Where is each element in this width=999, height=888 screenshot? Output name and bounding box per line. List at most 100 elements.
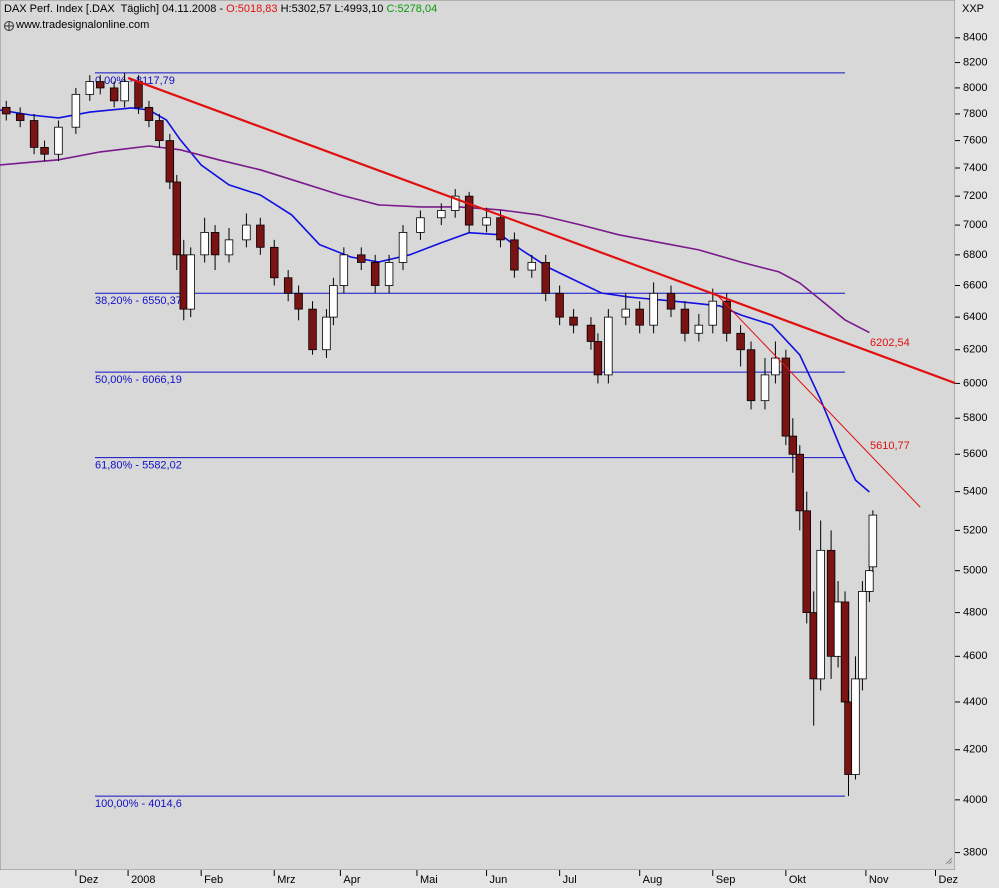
candle-body [649, 292, 658, 326]
candle-body [569, 316, 578, 326]
y-tick-label: 4800 [963, 607, 987, 619]
candle-body [722, 300, 731, 334]
moving-average [0, 107, 870, 493]
candle-body [256, 224, 265, 248]
fib-label: 61,80% - 5582,02 [95, 459, 182, 471]
source: www.tradesignalonline.com [16, 19, 150, 31]
y-tick-label: 7000 [963, 219, 987, 231]
candle-body [357, 254, 366, 263]
candle-body [294, 292, 303, 310]
y-tick-label: 7800 [963, 108, 987, 120]
x-tick-label: Aug [643, 874, 663, 886]
candle-body [54, 126, 63, 155]
candle-body [760, 374, 770, 402]
candle-body [527, 262, 537, 271]
x-axis-panel [0, 870, 955, 888]
candle-body [858, 591, 867, 680]
y-tick-label: 7600 [963, 135, 987, 147]
title: DAX Perf. Index [.DAX Täglich] 04.11.200… [4, 3, 224, 15]
candle-body [15, 113, 25, 121]
candle-body [844, 701, 853, 775]
candle-body [541, 262, 550, 294]
open-label: O:5018,83 [226, 3, 278, 15]
candle-body [85, 81, 95, 95]
candle-body [795, 453, 805, 512]
candle-body [155, 120, 164, 142]
candle-body [370, 262, 380, 286]
y-tick-label: 4400 [963, 696, 987, 708]
candle-body [826, 549, 836, 657]
candle-body [329, 285, 338, 318]
candle-body [809, 612, 818, 680]
y-tick-label: 6200 [963, 344, 987, 356]
y-tick-label: 8200 [963, 56, 987, 68]
x-tick-label: 2008 [131, 874, 155, 886]
y-tick-label: 8000 [963, 82, 987, 94]
candle-body [134, 81, 143, 108]
candle-body [555, 292, 564, 318]
candle-body [2, 106, 11, 115]
fib-label: 100,00% - 4014,6 [95, 798, 182, 810]
y-tick-label: 7200 [963, 190, 987, 202]
y-tick-label: 6400 [963, 311, 987, 323]
candle-body [165, 140, 175, 183]
candle-body [416, 217, 425, 233]
candle-body [242, 224, 251, 241]
candle-body [746, 349, 756, 402]
candle-body [71, 93, 81, 128]
candle-body [322, 316, 331, 351]
trendline [127, 76, 956, 385]
candle-body [437, 210, 446, 219]
candle-body [308, 308, 317, 351]
candle-body [868, 514, 878, 568]
candle-body [586, 324, 596, 342]
y-tick-label: 4200 [963, 744, 987, 756]
y-axis-panel [955, 0, 999, 888]
x-tick-label: Nov [869, 874, 889, 886]
candle-body [224, 239, 234, 256]
y-tick-label: 6800 [963, 249, 987, 261]
y-tick-label: 5200 [963, 524, 987, 536]
candle-body [482, 217, 491, 226]
fib-label: 38,20% - 6550,37 [95, 295, 182, 307]
candle-body [384, 262, 394, 286]
candle-body [270, 246, 279, 279]
candle-body [510, 239, 519, 271]
close-label: C:5278,04 [386, 3, 438, 15]
candle-body [833, 601, 843, 657]
candle-body [120, 81, 129, 102]
candle-body [339, 254, 349, 286]
trendline-label: 6202,54 [870, 337, 910, 349]
x-tick-label: Mrz [277, 874, 295, 886]
plot-area [0, 0, 956, 871]
x-tick-label: Feb [204, 874, 223, 886]
y-tick-label: 4000 [963, 794, 987, 806]
y-tick-label: 5600 [963, 448, 987, 460]
y-tick-label: 6600 [963, 279, 987, 291]
candle-body [604, 316, 613, 376]
symbol: XXP [962, 3, 984, 15]
y-tick-label: 5000 [963, 565, 987, 577]
candle-body [200, 232, 209, 256]
candle-body [851, 678, 860, 775]
candle-body [694, 324, 704, 334]
x-tick-label: Mai [420, 874, 438, 886]
x-tick-label: Dez [939, 874, 959, 886]
candle-body [802, 510, 811, 614]
globe-icon [4, 21, 14, 31]
candle-body [736, 332, 745, 351]
candle-body [96, 81, 105, 89]
y-tick-label: 5400 [963, 486, 987, 498]
candle-body [496, 217, 505, 241]
candle-body [621, 308, 630, 318]
candle-body [788, 435, 798, 455]
candle-body [29, 120, 39, 148]
candle-body [593, 341, 603, 376]
x-tick-label: Dez [79, 874, 99, 886]
candle-body [840, 601, 850, 703]
candle-body [172, 181, 182, 256]
y-tick-label: 8400 [963, 32, 987, 44]
candle-body [40, 146, 49, 155]
trendline [714, 292, 921, 508]
